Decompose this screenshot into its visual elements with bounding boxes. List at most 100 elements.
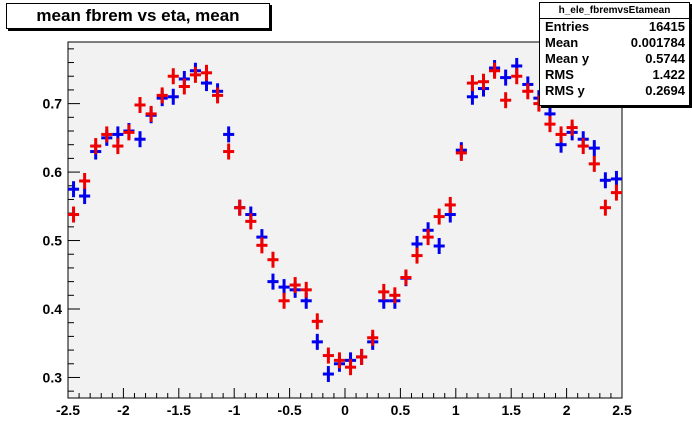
x-tick-label: 0.5: [391, 402, 411, 418]
data-point: [345, 359, 357, 376]
data-series: [68, 57, 622, 383]
x-tick-label: -1.5: [167, 402, 191, 418]
axes: -2.5 -2 -1.5 -1 -0.5 0 0.5 1 1.5 2 2.5 0.3 0.4 0.5 0.6…: [43, 48, 632, 418]
data-point: [500, 92, 512, 109]
data-point: [444, 196, 456, 213]
data-point: [178, 78, 190, 95]
x-tick-label: -1: [228, 402, 241, 418]
data-point: [189, 66, 201, 83]
data-point: [322, 366, 334, 383]
data-point: [378, 283, 390, 300]
data-point: [145, 105, 157, 122]
data-point: [300, 281, 312, 298]
data-point: [333, 352, 345, 369]
data-point: [367, 329, 379, 346]
stats-label: RMS: [545, 67, 574, 82]
data-point: [200, 64, 213, 81]
stats-label: Mean y: [545, 51, 590, 66]
x-tick-label: -0.5: [278, 402, 302, 418]
stats-row-mean: Mean 0.001784: [540, 35, 689, 51]
data-point: [101, 126, 113, 143]
data-point: [311, 313, 323, 330]
data-point: [566, 119, 578, 136]
data-point: [68, 206, 80, 223]
x-tick-label: 1: [452, 402, 460, 418]
y-tick-label: 0.5: [43, 233, 63, 249]
data-point: [112, 138, 124, 155]
data-point: [477, 73, 490, 90]
data-point: [455, 144, 467, 161]
data-point: [167, 88, 179, 105]
stats-row-mean-y: Mean y 0.5744: [540, 51, 689, 67]
data-point: [278, 279, 290, 296]
x-tick-label: 0: [341, 402, 349, 418]
data-point: [223, 143, 235, 160]
data-point: [322, 347, 334, 364]
x-tick-label: -2: [117, 402, 130, 418]
plot-frame: [67, 41, 623, 399]
data-point: [79, 172, 91, 189]
data-point: [522, 83, 534, 100]
y-tick-label: 0.7: [43, 96, 63, 112]
data-point: [489, 62, 501, 79]
data-point: [599, 172, 611, 189]
stats-value: 1.422: [652, 67, 685, 82]
y-tick-label: 0.6: [43, 164, 63, 180]
series-markers: [68, 62, 622, 376]
data-point: [134, 131, 146, 148]
stats-box: h_ele_fbremvsEtamean Entries 16415 Mean …: [539, 2, 690, 106]
stats-value: 0.5744: [645, 51, 685, 66]
data-point: [588, 140, 600, 157]
stats-value: 16415: [648, 19, 685, 34]
x-tick-label: 1.5: [501, 402, 521, 418]
data-point: [134, 96, 146, 113]
data-point: [511, 68, 523, 85]
data-point: [289, 277, 301, 294]
data-point: [610, 170, 622, 187]
data-point: [356, 348, 368, 365]
data-point: [167, 68, 179, 85]
data-point: [278, 292, 290, 309]
x-tick-label: 2: [563, 402, 571, 418]
data-point: [400, 269, 412, 286]
data-point: [466, 88, 478, 105]
stats-histogram-name: h_ele_fbremvsEtamean: [540, 3, 689, 19]
data-point: [256, 237, 268, 254]
data-point: [156, 87, 168, 104]
data-point: [433, 238, 445, 255]
data-point: [433, 208, 445, 225]
chart-title: mean fbrem vs eta, mean: [6, 3, 270, 29]
x-tick-label: -2.5: [56, 402, 80, 418]
stats-value: 0.2694: [645, 83, 685, 98]
data-point: [599, 199, 611, 216]
stats-label: Entries: [545, 19, 590, 34]
y-tick-label: 0.3: [43, 369, 63, 385]
data-point: [577, 138, 589, 155]
data-point: [245, 213, 257, 230]
data-point: [68, 181, 80, 198]
data-point: [267, 273, 279, 290]
x-tick-label: 2.5: [612, 402, 632, 418]
stats-label: RMS y: [545, 83, 585, 98]
data-point: [500, 69, 512, 86]
data-point: [234, 199, 246, 216]
data-point: [267, 251, 279, 268]
stats-value: 0.001784: [630, 35, 685, 50]
stats-row-entries: Entries 16415: [540, 19, 689, 35]
data-point: [123, 124, 135, 141]
data-point: [212, 87, 224, 104]
data-point: [411, 247, 423, 264]
stats-row-rms: RMS 1.422: [540, 67, 689, 83]
data-point: [389, 287, 401, 304]
data-point: [422, 229, 434, 246]
data-point: [311, 333, 323, 350]
stats-label: Mean: [545, 35, 579, 50]
data-point: [90, 138, 102, 155]
data-point: [555, 126, 567, 143]
data-point: [588, 155, 600, 172]
stats-row-rms-y: RMS y 0.2694: [540, 83, 689, 99]
y-tick-label: 0.4: [43, 301, 63, 317]
data-point: [544, 116, 556, 133]
data-point: [466, 75, 478, 92]
